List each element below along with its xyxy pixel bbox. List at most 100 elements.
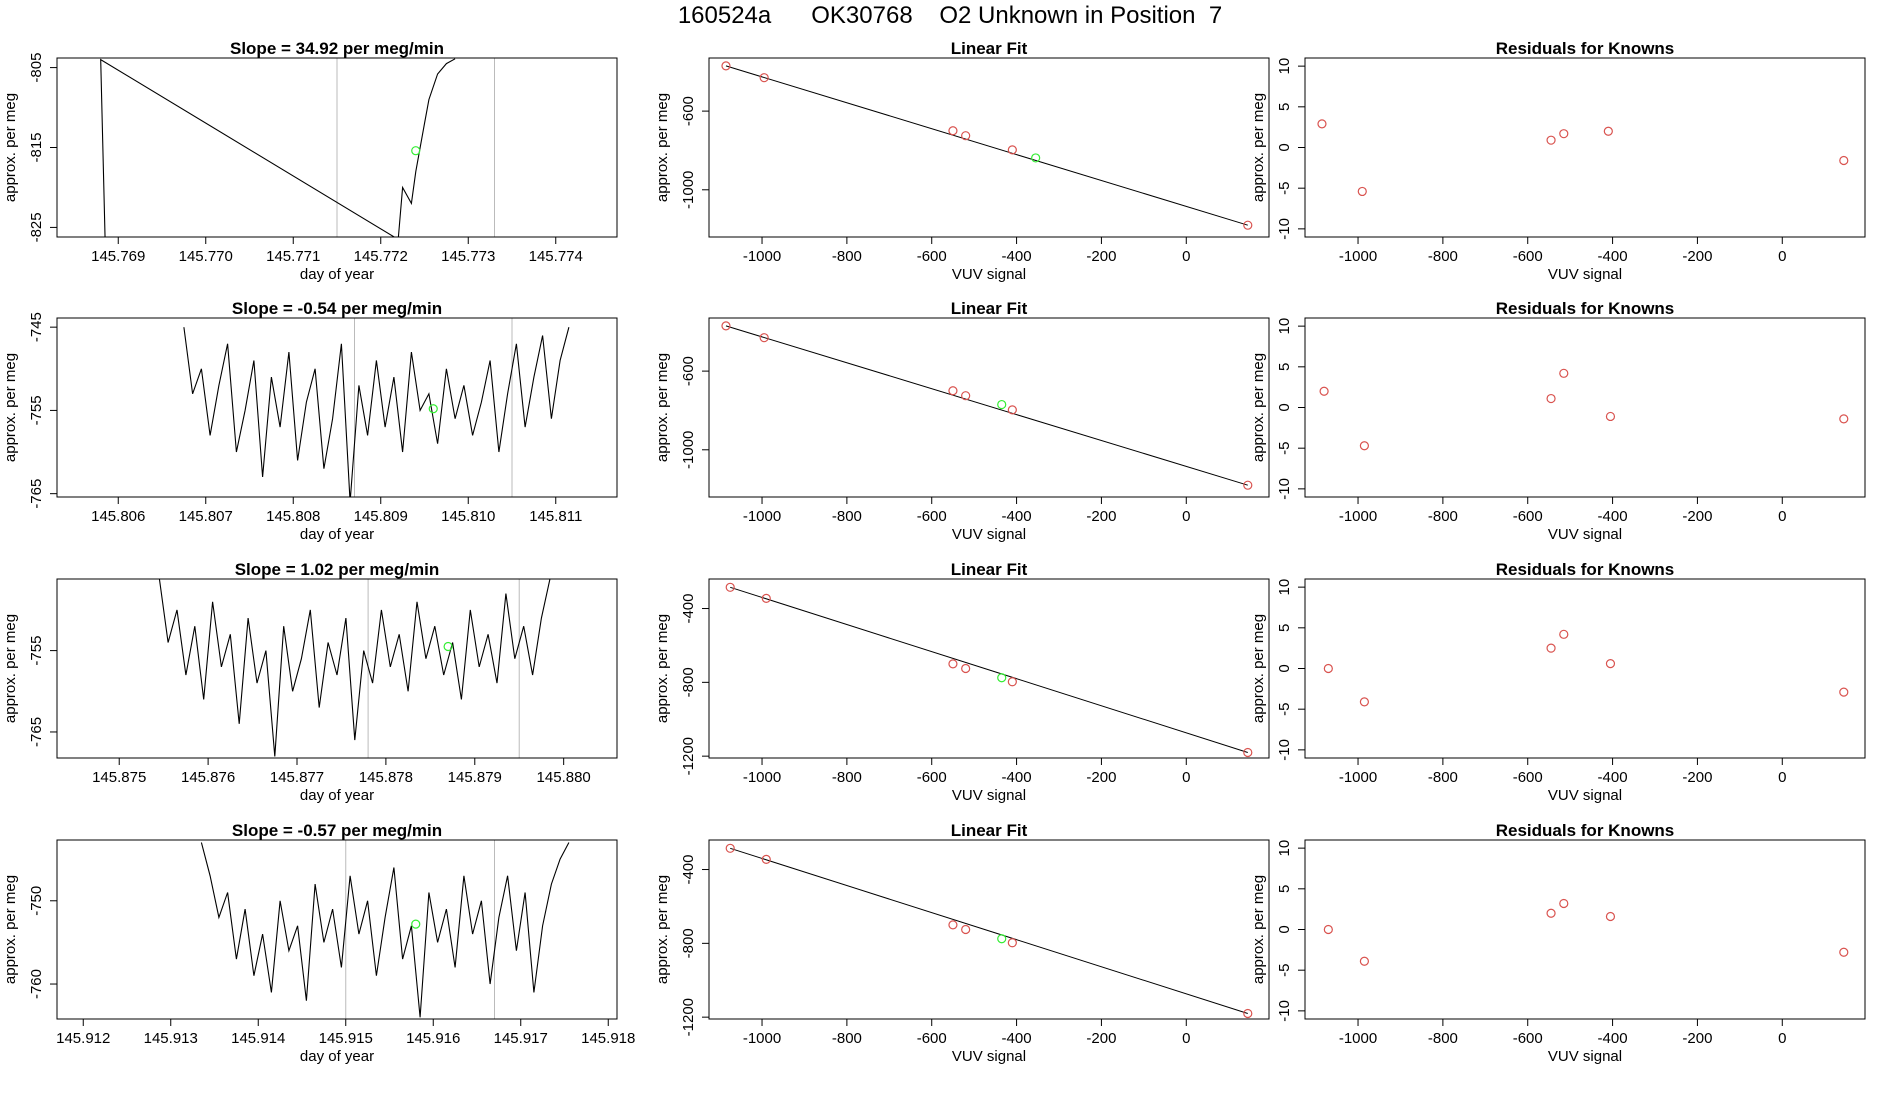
y-tick-label: -5 [1276,964,1293,977]
plot-frame [708,839,1270,1020]
plot-area [1317,119,1849,197]
signal-series-line [183,327,570,497]
fit-line [730,847,1248,1014]
plot-area [1323,898,1849,966]
known-point [1007,405,1017,415]
plot-frame [708,578,1270,759]
x-tick-label: -1000 [1339,248,1377,265]
y-tick-label: 10 [1276,579,1293,596]
plot-frame [56,57,618,238]
x-tick-label: 145.917 [494,1030,548,1047]
x-tick-label: 145.878 [359,769,413,786]
panel-r3-c2: Residuals for Knowns-1000 -800 -600 -400 -20… [1250,821,1866,1065]
unknown-point [1031,153,1041,163]
panel-title: Residuals for Knowns [1496,821,1675,840]
panel-r1-c0: Slope = -0.54 per meg/min 145.806 145.807 1… [2,299,618,543]
plot-frame [708,57,1270,238]
signal-series-line [100,58,456,237]
x-axis-label: VUV signal [952,266,1026,283]
plot-area [100,58,495,237]
y-axis-label: approx. per meg [2,875,19,984]
panel-title: Residuals for Knowns [1496,299,1675,318]
y-axis-label: approx. per meg [2,93,19,202]
unknown-point [997,673,1007,683]
x-tick-label: 0 [1778,248,1786,265]
x-axis-label: VUV signal [1548,266,1622,283]
plot-area [1323,629,1849,707]
x-tick-label: 145.769 [91,248,145,265]
y-tick-label: 5 [1276,624,1293,632]
plot-frame [1304,839,1866,1020]
x-tick-label: -200 [1086,248,1116,265]
residual-point [1605,659,1616,669]
y-tick-label: -5 [1276,703,1293,716]
y-tick-label: -600 [680,96,697,126]
x-tick-label: 0 [1182,1030,1190,1047]
known-point [725,843,735,853]
y-tick-label: 0 [1276,664,1293,672]
residual-point [1546,908,1556,918]
x-axis-label: VUV signal [952,526,1026,543]
x-tick-label: 145.807 [179,508,233,525]
plot-area [200,840,570,1019]
x-tick-label: -800 [832,769,862,786]
plot-area [725,843,1253,1019]
known-point [961,924,971,935]
plot-area [183,318,570,497]
plot-frame [1304,317,1866,498]
x-tick-label: -400 [1002,508,1032,525]
known-point [759,333,769,343]
x-tick-label: 145.879 [448,769,502,786]
x-tick-label: -600 [917,1030,947,1047]
x-tick-label: -600 [1513,1030,1543,1047]
plot-area [158,579,551,758]
plot-frame [56,839,618,1020]
x-tick-label: -600 [917,248,947,265]
y-tick-label: -10 [1276,1000,1293,1022]
residual-point [1317,119,1327,129]
x-tick-label: 145.877 [270,769,324,786]
residual-point [1357,186,1367,197]
panel-r2-c2: Residuals for Knowns-1000 -800 -600 -400 -20… [1250,560,1866,804]
known-point [1007,145,1017,155]
known-point [721,61,731,71]
x-tick-label: 145.772 [354,248,408,265]
x-tick-label: -600 [917,508,947,525]
y-tick-label: 5 [1276,363,1293,371]
x-tick-label: 0 [1778,1030,1786,1047]
residual-point [1839,687,1849,697]
x-tick-label: 145.876 [181,769,235,786]
x-tick-label: 145.880 [537,769,591,786]
x-tick-label: -800 [832,1030,862,1047]
known-point [1243,1008,1253,1019]
panel-r2-c1: Linear Fit -1000 -800 -600 -400 -200 0 VUV sign… [654,560,1270,804]
x-axis-label: day of year [300,787,374,804]
known-point [761,854,771,864]
known-point [948,920,958,930]
fit-line [725,65,1248,226]
known-point [721,321,731,331]
y-axis-label: approx. per meg [1250,93,1267,202]
x-tick-label: -600 [917,769,947,786]
plot-area [721,61,1253,230]
known-point [1007,938,1017,948]
x-tick-label: 145.915 [319,1030,373,1047]
known-point [961,391,971,401]
known-point [1243,480,1253,490]
plot-area [725,582,1253,758]
x-tick-label: -200 [1086,508,1116,525]
x-tick-label: -1000 [1339,508,1377,525]
y-tick-label: 10 [1276,318,1293,335]
panel-r3-c1: Linear Fit -1000 -800 -600 -400 -200 0 VUV sign… [654,821,1270,1065]
signal-series-line [200,842,570,1018]
x-tick-label: -600 [1513,508,1543,525]
y-tick-label: -5 [1276,442,1293,455]
panel-r0-c2: Residuals for Knowns-1000 -800 -600 -400 -20… [1250,39,1866,283]
y-tick-label: 0 [1276,925,1293,933]
known-point [1007,677,1017,687]
panel-r1-c1: Linear Fit -1000 -800 -600 -400 -200 0 VUV sign… [654,299,1270,543]
residual-point [1839,155,1849,166]
known-point [948,659,958,669]
panel-r2-c0: Slope = 1.02 per meg/min 145.875 145.876 14… [2,560,618,804]
plot-frame [56,578,618,759]
